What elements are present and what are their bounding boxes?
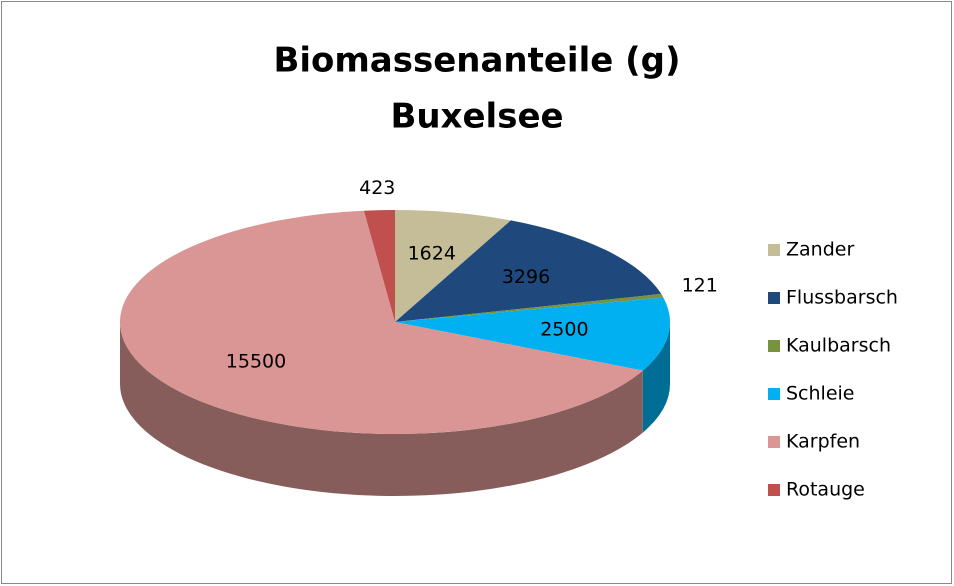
legend-swatch: [768, 292, 780, 304]
slice-side: [120, 322, 643, 497]
slice: [120, 210, 643, 434]
legend-label: Karpfen: [786, 431, 860, 453]
legend-swatch: [768, 244, 780, 256]
legend-swatch: [768, 436, 780, 448]
legend-label: Zander: [786, 239, 854, 261]
data-label: 3296: [502, 266, 550, 288]
slice: [395, 210, 511, 322]
legend-swatch: [768, 340, 780, 352]
legend-label: Rotauge: [786, 479, 865, 501]
legend-swatch: [768, 484, 780, 496]
legend-label: Kaulbarsch: [786, 335, 891, 357]
legend-label: Schleie: [786, 383, 855, 405]
data-label: 15500: [226, 351, 286, 373]
data-label: 2500: [540, 318, 588, 340]
data-label: 423: [359, 177, 395, 199]
legend-swatch: [768, 388, 780, 400]
slice: [395, 220, 662, 322]
chart-title: Biomassenanteile (g): [273, 41, 680, 81]
slice: [363, 210, 395, 322]
slice: [395, 293, 664, 322]
chart-title: Buxelsee: [390, 97, 563, 137]
slice-side: [642, 322, 670, 433]
slice: [395, 297, 670, 371]
data-label: 1624: [408, 243, 456, 265]
legend-label: Flussbarsch: [786, 287, 898, 309]
data-label: 121: [682, 275, 718, 297]
